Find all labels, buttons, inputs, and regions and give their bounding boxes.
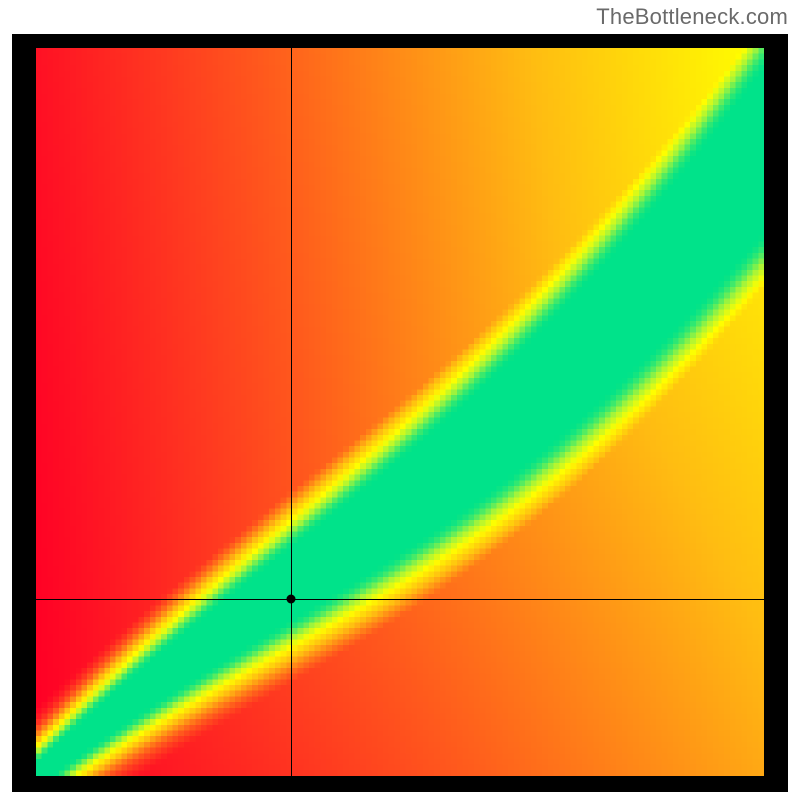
watermark-text: TheBottleneck.com	[596, 4, 788, 30]
heatmap-canvas	[36, 48, 764, 776]
crosshair-marker	[286, 595, 295, 604]
heatmap-plot	[36, 48, 764, 776]
chart-outer-frame	[12, 34, 788, 792]
crosshair-vertical	[291, 48, 292, 776]
crosshair-horizontal	[36, 599, 764, 600]
